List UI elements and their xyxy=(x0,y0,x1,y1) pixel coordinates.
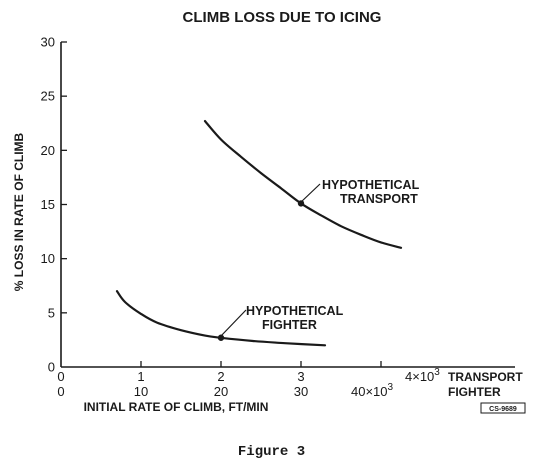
marker-point-fighter xyxy=(217,334,225,341)
x-tick-label-fighter: 0 xyxy=(57,384,64,399)
series-label-transport-line2: TRANSPORT xyxy=(340,192,418,206)
series-line-fighter xyxy=(115,290,327,347)
x-tick-label-fighter: 10 xyxy=(134,384,148,399)
marker-point-transport xyxy=(297,200,305,207)
series-group xyxy=(115,120,403,347)
series-label-fighter-line2: FIGHTER xyxy=(262,318,317,332)
y-tick-label: 0 xyxy=(48,360,55,375)
x-tick-fighter-last: 40×103 xyxy=(351,382,394,399)
annotation-fighter: HYPOTHETICAL FIGHTER xyxy=(219,304,344,338)
figure-caption: Figure 3 xyxy=(237,444,306,460)
x-tick-transport-last: 4×103 xyxy=(405,367,440,384)
x-tick-label-transport: 3 xyxy=(297,369,304,384)
series-label-transport-line1: HYPOTHETICAL xyxy=(322,178,420,192)
stamp: CS-9689 xyxy=(489,406,517,413)
x-axis-name-transport: TRANSPORT xyxy=(448,370,523,384)
chart: CLIMB LOSS DUE TO ICING % LOSS IN RATE O… xyxy=(12,9,526,414)
y-ticks: 0 5 10 15 20 25 30 xyxy=(41,35,67,375)
x-ticks: 1 2 300 10 20 30 xyxy=(57,361,382,399)
x-tick-label-fighter: 20 xyxy=(214,384,228,399)
y-tick-label: 20 xyxy=(41,143,55,158)
x-axis-label: INITIAL RATE OF CLIMB, FT/MIN xyxy=(84,400,269,414)
x-tick-label-transport: 0 xyxy=(57,369,64,384)
x-axis-name-fighter: FIGHTER xyxy=(448,385,501,399)
annotation-transport: HYPOTHETICAL TRANSPORT xyxy=(299,178,420,206)
y-tick-label: 5 xyxy=(48,305,55,320)
leader-fighter xyxy=(219,309,247,338)
y-tick-label: 30 xyxy=(41,35,55,50)
y-tick-label: 25 xyxy=(41,89,55,104)
chart-title: CLIMB LOSS DUE TO ICING xyxy=(183,9,382,26)
y-axis-label: % LOSS IN RATE OF CLIMB xyxy=(12,132,26,291)
y-tick-label: 10 xyxy=(41,251,55,266)
leader-transport xyxy=(299,183,321,204)
series-label-fighter-line1: HYPOTHETICAL xyxy=(246,304,344,318)
x-tick-label-fighter: 30 xyxy=(294,384,308,399)
x-tick-label-transport: 1 xyxy=(137,369,144,384)
y-tick-label: 15 xyxy=(41,197,55,212)
stamp-box xyxy=(480,402,526,414)
x-tick-label-transport: 2 xyxy=(217,369,224,384)
